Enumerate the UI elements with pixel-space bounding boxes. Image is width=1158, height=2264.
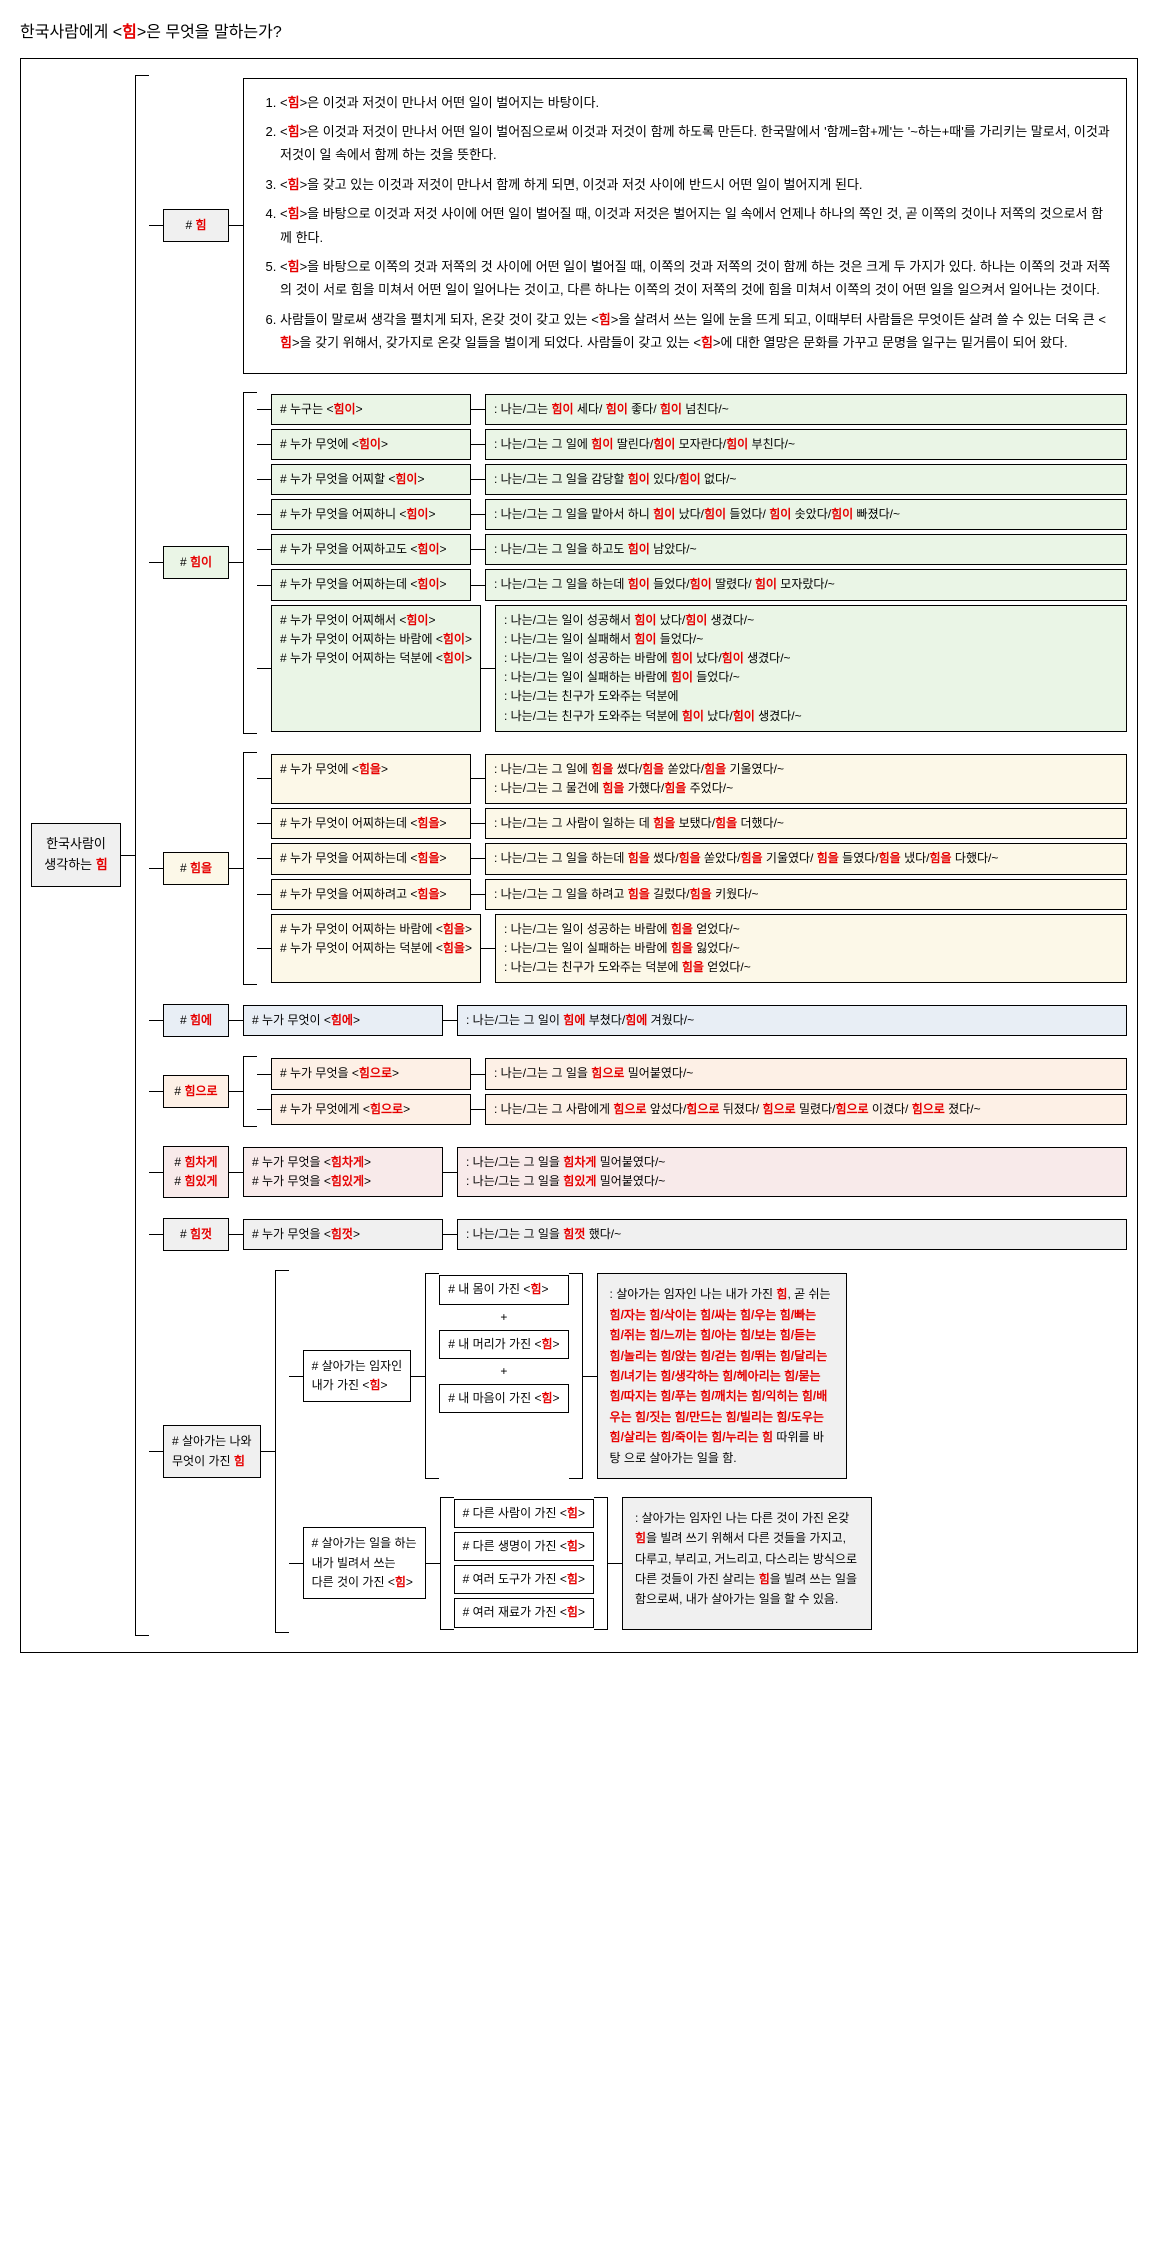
example-box: : 나는/그는 그 일이 힘에 부쳤다/힘에 겨웠다/~ bbox=[457, 1005, 1127, 1036]
sub-item: # 다른 사람이 가진 <힘> bbox=[454, 1499, 594, 1528]
pattern-box: # 누가 무엇을 어찌하는데 <힘이> bbox=[271, 569, 471, 600]
pattern-box: # 누가 무엇이 <힘에> bbox=[243, 1005, 443, 1036]
example-box: : 나는/그는 그 일을 힘껏 했다/~ bbox=[457, 1219, 1127, 1250]
example-box: : 나는/그는 일이 성공해서 힘이 났다/힘이 생겼다/~ : 나는/그는 일… bbox=[495, 605, 1127, 732]
pattern-box: # 누가 무엇을 <힘차게> # 누가 무엇을 <힘있게> bbox=[243, 1147, 443, 1197]
example-box: : 나는/그는 그 일에 힘이 딸린다/힘이 모자란다/힘이 부친다/~ bbox=[485, 429, 1127, 460]
example-box: : 나는/그는 그 일을 감당할 힘이 있다/힘이 없다/~ bbox=[485, 464, 1127, 495]
example-box: : 나는/그는 그 일을 힘으로 밀어붙였다/~ bbox=[485, 1058, 1127, 1089]
page-title: 한국사람에게 <힘>은 무엇을 말하는가? bbox=[20, 20, 1138, 58]
side-text-self: : 살아가는 임자인 나는 내가 가진 힘, 곧 쉬는 힘/자는 힘/삭이는 힘… bbox=[597, 1273, 847, 1479]
example-box: : 나는/그는 그 일을 하려고 힘을 길렀다/힘을 키웠다/~ bbox=[485, 879, 1127, 910]
label-other: # 살아가는 일을 하는 내가 빌려서 쓰는 다른 것이 가진 <힘> bbox=[303, 1527, 426, 1599]
pattern-box: # 누구는 <힘이> bbox=[271, 394, 471, 425]
example-box: : 나는/그는 그 일을 하는데 힘이 들었다/힘이 딸렸다/ 힘이 모자랐다/… bbox=[485, 569, 1127, 600]
example-box: : 나는/그는 그 사람에게 힘으로 앞섰다/힘으로 뒤졌다/ 힘으로 밀렸다/… bbox=[485, 1094, 1127, 1125]
sub-item: # 여러 도구가 가진 <힘> bbox=[454, 1565, 594, 1594]
pattern-box: # 누가 무엇을 <힘으로> bbox=[271, 1058, 471, 1089]
label-himkkeot: # 힘껏 bbox=[163, 1218, 229, 1251]
pattern-box: # 누가 무엇을 <힘껏> bbox=[243, 1219, 443, 1250]
definition-box: <힘>은 이것과 저것이 만나서 어떤 일이 벌어지는 바탕이다. <힘>은 이… bbox=[243, 78, 1127, 374]
example-box: : 나는/그는 그 사람이 일하는 데 힘을 보탰다/힘을 더했다/~ bbox=[485, 808, 1127, 839]
sub-item: # 여러 재료가 가진 <힘> bbox=[454, 1598, 594, 1627]
pattern-box: # 누가 무엇에 <힘을> bbox=[271, 754, 471, 804]
label-himchage: # 힘차게# 힘있게 bbox=[163, 1146, 229, 1198]
sub-item: # 내 마음이 가진 <힘> bbox=[439, 1384, 568, 1413]
side-text-other: : 살아가는 임자인 나는 다른 것이 가진 온갖 힘을 빌려 쓰기 위해서 다… bbox=[622, 1497, 872, 1630]
label-living: # 살아가는 나와 무엇이 가진 힘 bbox=[163, 1425, 261, 1477]
example-box: : 나는/그는 그 일을 맡아서 하니 힘이 났다/힘이 들었다/ 힘이 솟았다… bbox=[485, 499, 1127, 530]
example-box: : 나는/그는 그 일을 하는데 힘을 썼다/힘을 쏟았다/힘을 기울였다/ 힘… bbox=[485, 843, 1127, 874]
example-box: : 나는/그는 그 일을 힘차게 밀어붙였다/~ : 나는/그는 그 일을 힘있… bbox=[457, 1147, 1127, 1197]
diagram-container: 한국사람이 생각하는 힘 # 힘 <힘>은 이것과 저것이 만나서 어떤 일이 … bbox=[20, 58, 1138, 1653]
pattern-box: # 누가 무엇을 어찌하는데 <힘을> bbox=[271, 843, 471, 874]
pattern-box: # 누가 무엇에 <힘이> bbox=[271, 429, 471, 460]
label-hime: # 힘에 bbox=[163, 1004, 229, 1037]
label-himeuro: # 힘으로 bbox=[163, 1075, 229, 1108]
sub-item: # 내 머리가 가진 <힘> bbox=[439, 1330, 568, 1359]
label-him: # 힘 bbox=[163, 209, 229, 242]
pattern-box: # 누가 무엇이 어찌해서 <힘이> # 누가 무엇이 어찌하는 바람에 <힘이… bbox=[271, 605, 481, 732]
label-himi: # 힘이 bbox=[163, 546, 229, 579]
example-box: : 나는/그는 그 일을 하고도 힘이 남았다/~ bbox=[485, 534, 1127, 565]
sub-item: # 내 몸이 가진 <힘> bbox=[439, 1275, 568, 1304]
root-node: 한국사람이 생각하는 힘 bbox=[31, 823, 121, 887]
example-box: : 나는/그는 일이 성공하는 바람에 힘을 얻었다/~ : 나는/그는 일이 … bbox=[495, 914, 1127, 984]
label-self: # 살아가는 임자인 내가 가진 <힘> bbox=[303, 1350, 412, 1402]
pattern-box: # 누가 무엇을 어찌하려고 <힘을> bbox=[271, 879, 471, 910]
pattern-box: # 누가 무엇이 어찌하는 바람에 <힘을> # 누가 무엇이 어찌하는 덕분에… bbox=[271, 914, 481, 984]
example-box: : 나는/그는 그 일에 힘을 썼다/힘을 쏟았다/힘을 기울였다/~ : 나는… bbox=[485, 754, 1127, 804]
sub-item: # 다른 생명이 가진 <힘> bbox=[454, 1532, 594, 1561]
pattern-box: # 누가 무엇을 어찌하니 <힘이> bbox=[271, 499, 471, 530]
pattern-box: # 누가 무엇이 어찌하는데 <힘을> bbox=[271, 808, 471, 839]
example-box: : 나는/그는 힘이 세다/ 힘이 좋다/ 힘이 넘친다/~ bbox=[485, 394, 1127, 425]
pattern-box: # 누가 무엇을 어찌하고도 <힘이> bbox=[271, 534, 471, 565]
pattern-box: # 누가 무엇에게 <힘으로> bbox=[271, 1094, 471, 1125]
label-himeul: # 힘을 bbox=[163, 852, 229, 885]
pattern-box: # 누가 무엇을 어찌할 <힘이> bbox=[271, 464, 471, 495]
